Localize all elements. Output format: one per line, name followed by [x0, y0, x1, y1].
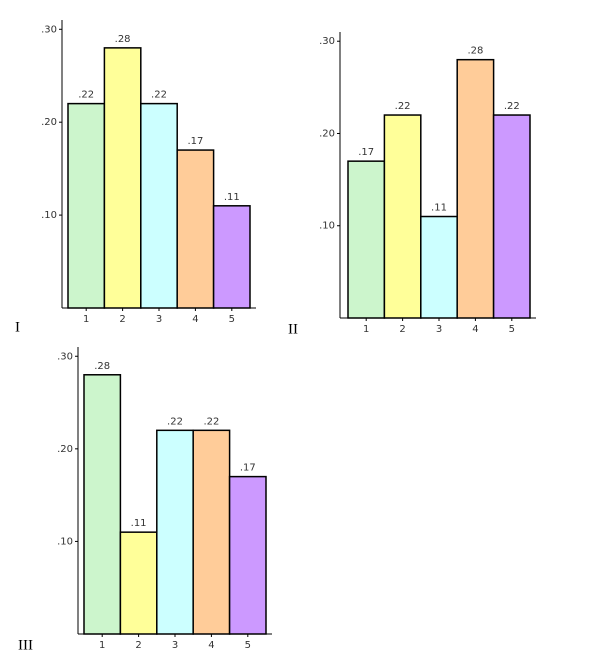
value-label: .22: [203, 416, 219, 427]
value-label: .17: [187, 136, 203, 147]
x-tick-label: 5: [229, 314, 235, 325]
panel-label: III: [18, 637, 33, 653]
value-label: .11: [224, 192, 240, 203]
y-tick-label: .30: [57, 351, 73, 362]
x-tick-label: 4: [192, 314, 198, 325]
bar: [176, 149, 215, 309]
panel-label: I: [15, 319, 20, 335]
bar: [156, 429, 194, 635]
y-tick-label: .30: [319, 36, 335, 47]
value-label: .11: [431, 203, 447, 214]
x-tick-label: 1: [99, 640, 105, 651]
y-tick-label: .10: [41, 210, 57, 221]
bar: [228, 475, 267, 635]
bar: [492, 114, 531, 319]
value-label: .22: [395, 101, 411, 112]
panel-label: II: [288, 321, 298, 337]
value-label: .28: [467, 46, 483, 57]
value-label: .22: [78, 90, 94, 101]
bar: [347, 160, 386, 319]
x-tick-label: 5: [245, 640, 251, 651]
y-tick-label: .30: [41, 24, 57, 35]
bar: [103, 47, 142, 309]
value-label: .22: [167, 416, 183, 427]
y-tick-label: .10: [57, 536, 73, 547]
y-tick-label: .20: [319, 128, 335, 139]
bar: [420, 215, 458, 319]
bar: [212, 205, 251, 309]
y-tick-label: .20: [57, 444, 73, 455]
x-tick-label: 2: [135, 640, 141, 651]
value-label: .28: [94, 361, 110, 372]
x-tick-label: 1: [363, 324, 369, 335]
bar: [67, 102, 106, 309]
value-label: .11: [131, 518, 147, 529]
x-tick-label: 1: [83, 314, 89, 325]
value-label: .17: [240, 463, 256, 474]
bar: [83, 374, 122, 635]
x-tick-label: 3: [172, 640, 178, 651]
value-label: .22: [504, 101, 520, 112]
x-tick-label: 2: [119, 314, 125, 325]
bar: [119, 531, 158, 635]
bar: [456, 58, 495, 319]
x-tick-label: 3: [436, 324, 442, 335]
value-label: .17: [358, 147, 374, 158]
bar: [383, 114, 422, 319]
y-tick-label: .10: [319, 221, 335, 232]
value-label: .22: [151, 90, 167, 101]
x-tick-label: 2: [399, 324, 405, 335]
y-tick-label: .20: [41, 117, 57, 128]
value-label: .28: [115, 34, 131, 45]
x-tick-label: 4: [472, 324, 478, 335]
bar: [192, 429, 231, 635]
x-tick-label: 5: [509, 324, 515, 335]
x-tick-label: 3: [156, 314, 162, 325]
bar: [140, 102, 178, 309]
x-tick-label: 4: [208, 640, 214, 651]
